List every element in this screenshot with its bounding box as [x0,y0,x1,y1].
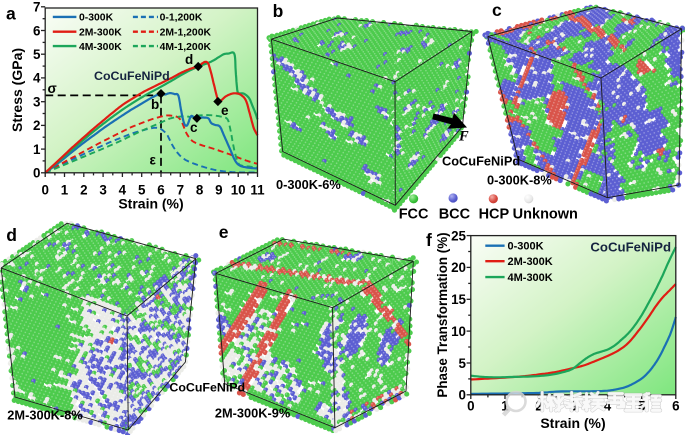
svg-text:0: 0 [459,388,466,403]
svg-text:4: 4 [604,399,612,414]
svg-text:15: 15 [451,292,466,307]
svg-text:HCP: HCP [479,207,510,223]
svg-text:3: 3 [33,95,40,110]
svg-text:4M-1,200K: 4M-1,200K [160,42,212,53]
svg-text:0-300K-8%: 0-300K-8% [487,173,552,188]
svg-text:2: 2 [33,118,40,133]
svg-text:4M-300K: 4M-300K [508,272,553,284]
svg-text:σ: σ [48,81,57,96]
svg-text:Strain (%): Strain (%) [118,196,183,212]
svg-text:CoCuFeNiPd: CoCuFeNiPd [94,69,170,83]
svg-text:0-300K: 0-300K [79,13,114,24]
svg-text:0-1,200K: 0-1,200K [160,13,203,24]
svg-text:BCC: BCC [439,207,471,223]
svg-text:6: 6 [33,23,40,38]
svg-text:FCC: FCC [399,207,429,223]
svg-text:2M-1,200K: 2M-1,200K [160,27,212,38]
svg-text:2M-300K-8%: 2M-300K-8% [7,408,83,423]
svg-text:Stress (GPa): Stress (GPa) [9,48,25,132]
svg-text:b: b [151,97,159,112]
svg-text:0: 0 [467,399,474,414]
svg-text:2M-300K: 2M-300K [508,256,553,268]
svg-text:0: 0 [41,183,48,198]
svg-text:0-300K: 0-300K [508,241,544,253]
svg-text:7: 7 [33,0,40,15]
svg-text:5: 5 [459,356,467,371]
svg-text:1: 1 [33,142,41,157]
svg-text:5: 5 [33,47,41,62]
svg-text:ε: ε [150,153,157,168]
svg-text:6: 6 [672,399,679,414]
svg-text:d: d [185,52,193,67]
svg-text:c: c [190,120,198,135]
svg-text:0: 0 [33,166,40,181]
svg-text:4M-300K: 4M-300K [79,42,122,53]
svg-text:f: f [426,230,432,250]
svg-text:a: a [6,4,16,24]
svg-text:3: 3 [99,183,106,198]
svg-text:CoCuFeNiPd: CoCuFeNiPd [442,154,520,169]
svg-text:11: 11 [250,183,265,198]
svg-text:Phase Transformation (%): Phase Transformation (%) [435,232,450,397]
svg-text:e: e [221,103,229,118]
svg-text:1: 1 [501,399,509,414]
svg-text:4: 4 [33,71,41,86]
svg-text:CoCuFeNiPd: CoCuFeNiPd [590,240,671,255]
svg-text:b: b [273,1,284,21]
svg-text:e: e [219,222,229,242]
svg-text:d: d [6,225,17,245]
svg-text:7: 7 [177,183,184,198]
svg-text:2: 2 [535,399,542,414]
svg-text:c: c [492,0,502,20]
svg-text:10: 10 [231,183,246,198]
svg-text:2M-300K: 2M-300K [79,27,122,38]
svg-text:10: 10 [451,324,466,339]
svg-text:CoCuFeNiPd: CoCuFeNiPd [169,381,245,395]
svg-text:F: F [458,129,469,145]
svg-text:0-300K-6%: 0-300K-6% [276,177,341,192]
svg-text:5: 5 [138,183,146,198]
svg-text:20: 20 [451,260,466,275]
svg-text:9: 9 [215,183,222,198]
svg-text:2M-300K-9%: 2M-300K-9% [215,406,291,421]
svg-text:2: 2 [80,183,87,198]
svg-text:25: 25 [451,228,466,243]
svg-text:8: 8 [196,183,204,198]
svg-text:6: 6 [157,183,164,198]
svg-text:Unknown: Unknown [513,207,578,223]
svg-text:1: 1 [61,183,69,198]
svg-text:Strain (%): Strain (%) [540,415,605,431]
svg-text:4: 4 [119,183,127,198]
